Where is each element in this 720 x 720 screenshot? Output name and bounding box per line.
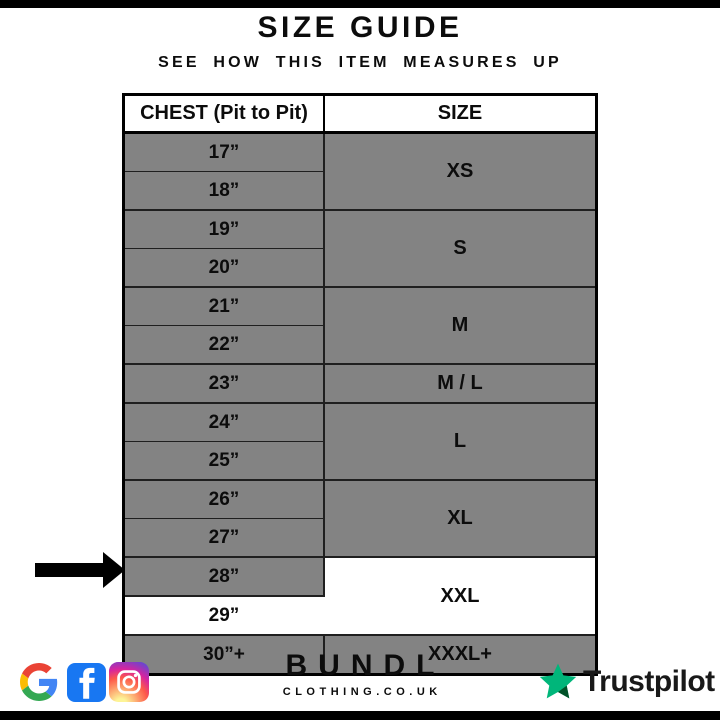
arrow-head — [103, 552, 125, 588]
size-cell: S — [323, 209, 598, 288]
size-cell: XL — [323, 479, 598, 558]
top-border-bar — [0, 0, 720, 8]
chest-cell: 22” — [122, 325, 325, 365]
bottom-border-bar — [0, 711, 720, 720]
size-guide-table-wrap: CHEST (Pit to Pit) SIZE 17” XS 18” 19” S… — [122, 93, 598, 676]
highlight-arrow-icon — [35, 552, 125, 588]
size-cell: M / L — [323, 363, 598, 404]
brand-tagline: CLOTHING.CO.UK — [282, 686, 442, 698]
table-row: 26” XL — [122, 479, 598, 558]
size-cell: XS — [323, 131, 598, 211]
chest-cell: 28” — [122, 556, 325, 597]
table-row: 28” XXL — [122, 556, 598, 636]
trustpilot-star-icon — [539, 663, 577, 699]
table-row: 27” — [122, 518, 597, 558]
table-row: 25” — [122, 441, 597, 481]
trustpilot-label: Trustpilot — [583, 665, 715, 698]
page-title: SIZE GUIDE — [257, 11, 463, 44]
table-row: 20” — [122, 248, 597, 288]
google-icon — [20, 663, 58, 701]
size-cell: M — [323, 286, 598, 365]
table-row: 18” — [122, 171, 597, 211]
chest-cell: 24” — [122, 402, 325, 442]
chest-cell: 20” — [122, 248, 325, 288]
chest-cell: 17” — [122, 131, 325, 172]
chest-cell: 26” — [122, 479, 325, 519]
chest-cell: 30”+ — [122, 634, 325, 676]
facebook-icon — [67, 663, 106, 702]
chest-cell: 21” — [122, 286, 325, 326]
size-guide-table: CHEST (Pit to Pit) SIZE 17” XS 18” 19” S… — [122, 93, 598, 676]
size-cell: L — [323, 402, 598, 481]
size-cell: XXXL+ — [323, 634, 598, 676]
brand-name: BUNDL — [285, 649, 446, 682]
table-header-row: CHEST (Pit to Pit) SIZE — [123, 94, 597, 134]
instagram-icon — [109, 662, 149, 702]
chest-cell: 23” — [122, 363, 325, 404]
chest-column-header: CHEST (Pit to Pit) — [123, 94, 325, 134]
size-column-header: SIZE — [324, 94, 597, 134]
table-row: 30”+ XXXL+ — [122, 634, 598, 676]
table-row: 24” L — [122, 402, 598, 481]
table-row: 19” S — [122, 209, 598, 288]
page-subtitle: SEE HOW THIS ITEM MEASURES UP — [158, 54, 562, 71]
table-row: 22” — [122, 325, 597, 365]
table-row: 23” M / L — [122, 363, 598, 404]
chest-cell: 25” — [122, 441, 325, 481]
chest-cell: 18” — [122, 171, 325, 211]
size-cell-highlighted: XXL — [323, 556, 598, 636]
trustpilot-logo: Trustpilot — [538, 662, 715, 702]
arrow-shaft — [35, 563, 103, 577]
chest-cell: 27” — [122, 518, 325, 558]
table-row: 21” M — [122, 286, 598, 365]
chest-cell-highlighted: 29” — [122, 595, 325, 636]
brand-logo: BUNDL CLOTHING.CO.UK — [0, 649, 720, 698]
table-row: 17” XS — [122, 131, 598, 211]
table-row-highlighted: 29” — [122, 595, 597, 636]
chest-cell: 19” — [122, 209, 325, 249]
